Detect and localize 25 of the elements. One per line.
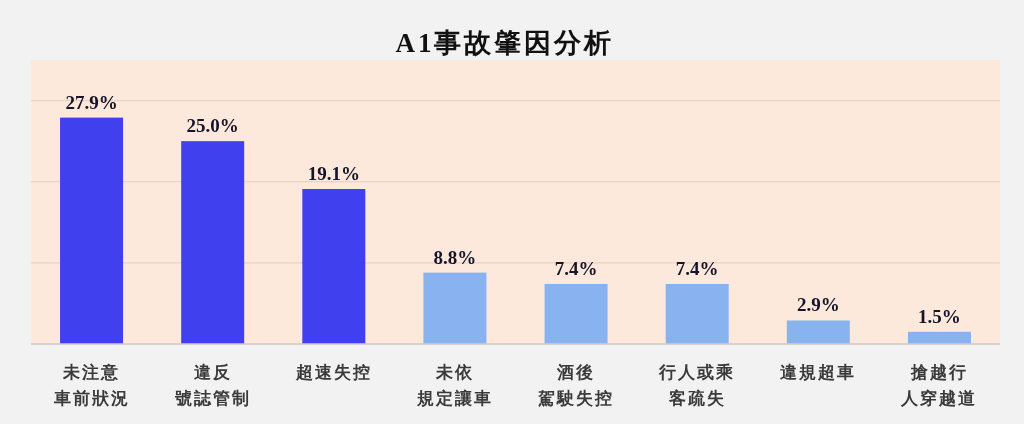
bar <box>665 283 729 344</box>
data-label: 1.5% <box>918 305 961 327</box>
chart-title: A1事故肇因分析 <box>395 28 615 58</box>
x-tick-label: 行人或乘客疏失 <box>658 362 736 408</box>
bar <box>302 189 366 344</box>
bar <box>786 320 850 344</box>
x-tick-label: 未依規定讓車 <box>415 362 493 408</box>
data-label: 7.4% <box>675 257 719 279</box>
bar <box>544 283 608 344</box>
data-label: 19.1% <box>307 163 360 185</box>
bar <box>60 117 124 344</box>
x-tick-label: 未注意車前狀況 <box>52 362 130 408</box>
bar <box>181 141 245 344</box>
bar <box>423 272 487 344</box>
x-tick-label: 搶越行人穿越道 <box>900 362 978 408</box>
data-label: 8.8% <box>433 246 477 268</box>
x-tick-label: 超速失控 <box>294 362 372 382</box>
x-tick-label: 酒後駕駛失控 <box>538 362 615 408</box>
x-tick-label: 違反號誌管制 <box>173 362 251 408</box>
data-label: 25.0% <box>186 115 239 137</box>
bar <box>907 331 971 344</box>
x-tick-label: 違規超車 <box>780 362 857 382</box>
data-label: 2.9% <box>796 294 840 316</box>
data-label: 7.4% <box>554 257 598 279</box>
data-label: 27.9% <box>65 91 118 113</box>
